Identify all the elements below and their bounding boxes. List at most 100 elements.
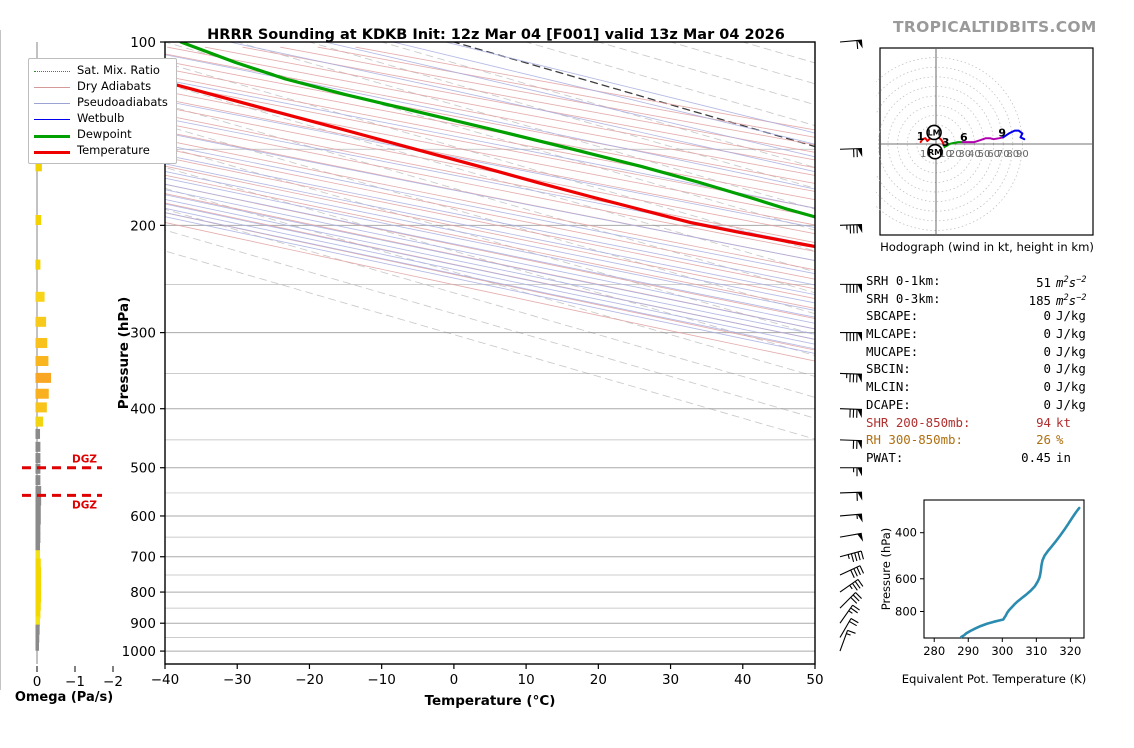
- svg-text:200: 200: [130, 218, 156, 234]
- svg-text:40: 40: [734, 672, 751, 688]
- svg-text:500: 500: [130, 461, 156, 477]
- omega-bar: [35, 215, 42, 226]
- svg-text:−10: −10: [367, 672, 396, 688]
- svg-text:300: 300: [130, 326, 156, 342]
- dgz-label: DGZ: [72, 454, 97, 466]
- param-key: MLCAPE:: [866, 326, 919, 342]
- wind-barb: [840, 283, 862, 293]
- omega-bar: [35, 428, 41, 439]
- watermark: TROPICALTIDBITS.COM: [893, 18, 1097, 36]
- param-key: SBCAPE:: [866, 308, 919, 324]
- hodograph-caption: Hodograph (wind in kt, height in km): [880, 240, 1094, 254]
- svg-text:−20: −20: [295, 672, 324, 688]
- svg-text:20: 20: [590, 672, 607, 688]
- omega-bar: [35, 475, 41, 486]
- wind-barb: [839, 513, 863, 523]
- thetae-ylabel: Pressure (hPa): [879, 528, 893, 611]
- legend-swatch-icon: [34, 129, 70, 141]
- legend-item-dry-adiabats: Dry Adiabats: [34, 79, 168, 95]
- wind-barb: [839, 578, 864, 593]
- hodograph-height-label: 1: [917, 130, 925, 143]
- param-key: MLCIN:: [866, 379, 911, 395]
- omega-bar: [35, 161, 42, 172]
- param-row-sbcape: SBCAPE: 0 J/kg: [866, 307, 1096, 325]
- param-value: 0.45 in: [1021, 449, 1096, 467]
- parameter-table: SRH 0-1km: 51 m2s−2 SRH 0-3km: 185 m2s−2 SBCAP…: [866, 272, 1096, 467]
- param-unit: J/kg: [1056, 361, 1086, 377]
- param-row-rh-300-850mb: RH 300-850mb: 26%: [866, 431, 1096, 449]
- wind-barb: [839, 439, 863, 450]
- param-unit: m2s−2: [1056, 275, 1087, 291]
- legend-label: Temperature: [77, 143, 150, 158]
- legend-item-pseudoadiabats: Pseudoadiabats: [34, 95, 168, 111]
- param-key: SRH 0-3km:: [866, 290, 941, 306]
- svg-text:80: 80: [1006, 149, 1019, 160]
- svg-text:10: 10: [939, 149, 952, 160]
- svg-text:50: 50: [806, 672, 823, 688]
- wind-barb: [839, 408, 863, 418]
- omega-bar: [35, 388, 49, 399]
- storm-motion-marker: [927, 143, 943, 160]
- param-unit: J/kg: [1056, 379, 1086, 395]
- omega-bar: [35, 550, 41, 561]
- legend: Sat. Mix. Ratio Dry Adiabats Pseudoadiabat…: [28, 58, 177, 164]
- param-value: 0 J/kg: [1044, 360, 1096, 378]
- param-key: PWAT:: [866, 449, 904, 465]
- wind-barb: [839, 491, 863, 501]
- param-value: 185 m2s−2: [1029, 290, 1096, 308]
- legend-swatch-icon: [34, 65, 70, 77]
- svg-text:900: 900: [130, 616, 156, 632]
- param-row-mlcin: MLCIN: 0 J/kg: [866, 378, 1096, 396]
- omega-bar: [35, 495, 42, 506]
- svg-text:20: 20: [949, 149, 962, 160]
- wind-barb: [839, 550, 864, 563]
- omega-bar: [35, 402, 47, 413]
- omega-bar: [35, 624, 40, 635]
- svg-text:−40: −40: [151, 672, 180, 688]
- hodograph-segment: [943, 141, 964, 148]
- wind-barb: [839, 147, 863, 158]
- wind-barb: [839, 224, 863, 234]
- wind-barb: [839, 565, 865, 578]
- omega-bar: [35, 523, 41, 534]
- legend-item-dewpoint: Dewpoint: [34, 127, 168, 143]
- omega-bar: [35, 291, 45, 302]
- omega-bar: [35, 316, 47, 327]
- thetae-xtick: 290: [957, 644, 979, 658]
- wind-barb: [839, 617, 859, 638]
- page-title: HRRR Sounding at KDKB Init: 12z Mar 04 […: [207, 27, 785, 43]
- wind-barb: [839, 532, 864, 542]
- svg-text:30: 30: [958, 149, 971, 160]
- svg-text:−30: −30: [223, 672, 252, 688]
- wind-barb: [840, 467, 862, 477]
- param-value: 0 J/kg: [1044, 343, 1096, 361]
- svg-text:RM: RM: [928, 148, 942, 157]
- wind-barb: [839, 372, 863, 383]
- omega-bar: [35, 486, 42, 497]
- svg-text:10: 10: [518, 672, 535, 688]
- omega-xtick: −2: [103, 674, 123, 690]
- hodograph-segment: [961, 136, 1005, 144]
- param-unit: J/kg: [1056, 396, 1086, 412]
- param-key: SHR 200-850mb:: [866, 414, 971, 430]
- legend-label: Dewpoint: [77, 127, 132, 142]
- wind-barb: [839, 604, 860, 624]
- param-value: 51 m2s−2: [1036, 272, 1096, 290]
- profile-dewpoint: [179, 42, 815, 219]
- param-row-srh-0-1km: SRH 0-1km: 51 m2s−2: [866, 272, 1096, 290]
- param-key: DCAPE:: [866, 396, 911, 412]
- thetae-axis-label: Equivalent Pot. Temperature (K): [901, 672, 1087, 686]
- param-unit: J/kg: [1056, 308, 1086, 324]
- param-row-mucape: MUCAPE: 0 J/kg: [866, 343, 1096, 361]
- svg-text:800: 800: [130, 585, 156, 601]
- param-row-srh-0-3km: SRH 0-3km: 185 m2s−2: [866, 290, 1096, 308]
- thetae-xtick: 320: [1059, 644, 1081, 658]
- thetae-xtick: 300: [991, 644, 1013, 658]
- param-unit: in: [1056, 449, 1071, 465]
- param-row-sbcin: SBCIN: 0 J/kg: [866, 360, 1096, 378]
- omega-bar: [35, 441, 41, 452]
- hodograph-height-label: 9: [998, 126, 1006, 139]
- omega-bar: [35, 337, 48, 348]
- omega-bar: [35, 504, 41, 515]
- param-value: 94 kt: [1036, 414, 1096, 432]
